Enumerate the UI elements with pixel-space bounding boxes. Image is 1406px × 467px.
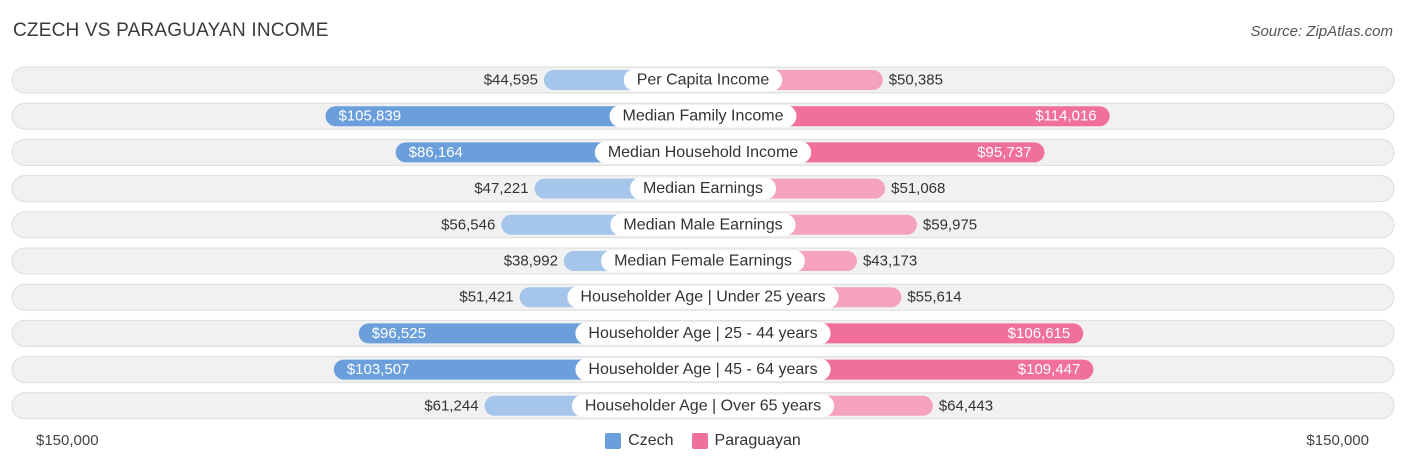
value-label-czech: $47,221 (474, 180, 528, 197)
value-label-paraguayan: $114,016 (1035, 108, 1096, 125)
category-label: Median Earnings (643, 180, 763, 197)
category-pill (623, 69, 783, 91)
category-pill (575, 322, 831, 345)
value-label-paraguayan: $95,737 (977, 144, 1031, 161)
value-label-czech: $86,164 (409, 144, 463, 161)
bar-paraguayan (703, 106, 1110, 127)
source-label: Source: ZipAtlas.com (1250, 23, 1393, 40)
category-pill (567, 286, 839, 309)
category-pill (594, 141, 812, 164)
category-label: Householder Age | 25 - 44 years (588, 325, 817, 342)
legend-item-paraguayan[interactable]: Paraguayan (691, 432, 801, 450)
category-label: Median Female Earnings (614, 253, 792, 270)
bar-czech (325, 106, 703, 127)
legend-label-czech: Czech (628, 432, 674, 449)
category-label: Householder Age | Over 65 years (585, 397, 821, 414)
category-label: Householder Age | Under 25 years (580, 289, 825, 306)
category-pill (609, 105, 797, 128)
value-label-paraguayan: $55,614 (907, 289, 961, 306)
legend-item-czech[interactable]: Czech (605, 432, 674, 450)
value-label-czech: $103,507 (347, 361, 410, 378)
category-label: Householder Age | 45 - 64 years (588, 361, 817, 378)
category-pill (575, 358, 831, 381)
legend-label-paraguayan: Paraguayan (714, 432, 801, 449)
category-label: Median Male Earnings (623, 216, 782, 233)
chart-title: CZECH VS PARAGUAYAN INCOME (13, 20, 329, 41)
category-label: Median Family Income (623, 108, 784, 125)
axis-right-label: $150,000 (1306, 432, 1369, 449)
legend-swatch-paraguayan (691, 433, 708, 449)
value-label-czech: $51,421 (459, 289, 513, 306)
value-label-paraguayan: $59,975 (923, 216, 977, 233)
value-label-czech: $96,525 (372, 325, 426, 342)
value-label-paraguayan: $109,447 (1018, 361, 1081, 378)
value-label-paraguayan: $50,385 (889, 72, 943, 89)
value-label-czech: $105,839 (339, 108, 402, 125)
value-label-paraguayan: $106,615 (1008, 325, 1071, 342)
legend: Czech Paraguayan (0, 432, 1406, 450)
value-label-czech: $44,595 (484, 72, 538, 89)
value-label-czech: $61,244 (424, 397, 478, 414)
value-label-paraguayan: $51,068 (891, 180, 945, 197)
category-pill (601, 250, 805, 272)
value-label-czech: $38,992 (504, 253, 558, 270)
category-pill (571, 394, 835, 417)
category-label: Median Household Income (608, 144, 798, 161)
value-label-paraguayan: $64,443 (939, 397, 993, 414)
value-label-paraguayan: $43,173 (863, 253, 917, 270)
legend-swatch-czech (605, 433, 622, 449)
axis-left-label: $150,000 (36, 432, 99, 449)
category-label: Per Capita Income (637, 72, 770, 89)
category-pill (610, 213, 796, 236)
value-label-czech: $56,546 (441, 216, 495, 233)
category-pill (629, 177, 777, 200)
